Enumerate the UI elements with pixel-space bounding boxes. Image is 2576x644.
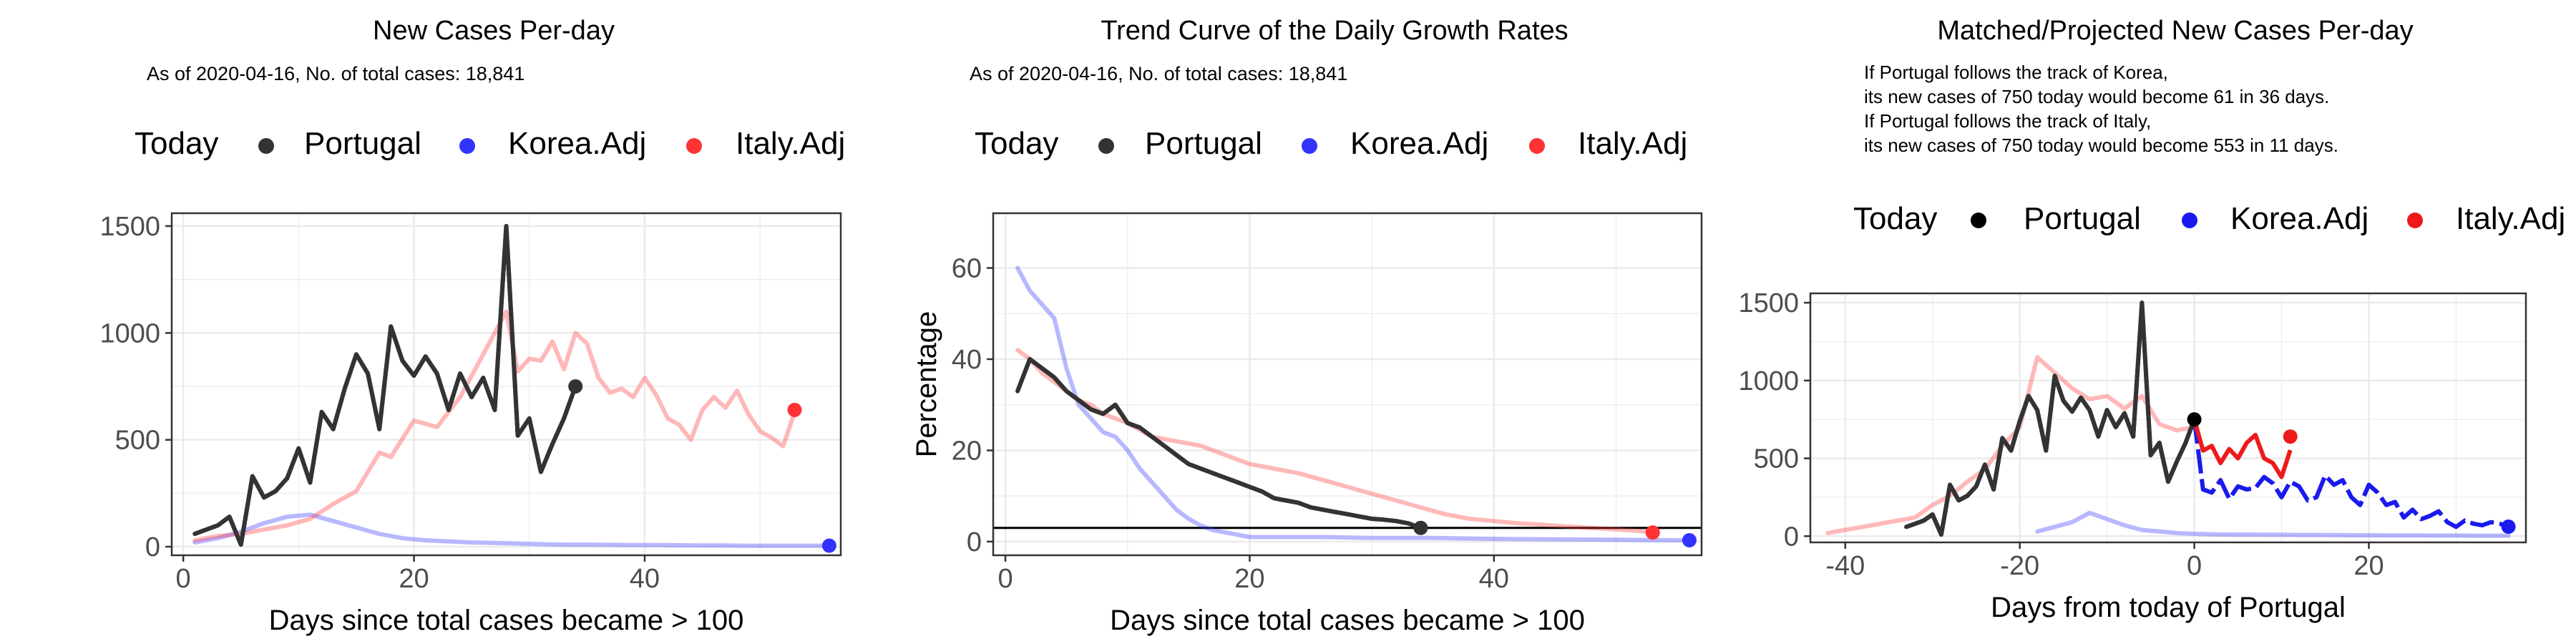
series-line-italy-adj (192, 309, 797, 543)
series-line-italy-adj (1825, 355, 2197, 535)
grid (1810, 293, 2526, 542)
y-tick-label: 500 (1754, 444, 1799, 474)
today-point-korea-adj (821, 538, 836, 553)
y-tick-label: 0 (1784, 522, 1799, 552)
y-tick-label: 60 (952, 253, 982, 283)
panel-title: Matched/Projected New Cases Per-day (1937, 16, 2413, 46)
legend-label-portugal: Portugal (1145, 126, 1262, 161)
plot-area (993, 213, 1702, 555)
x-tick-label: 40 (1479, 564, 1509, 594)
projection-line-korea-adj (2192, 419, 2509, 530)
panel-title: Trend Curve of the Daily Growth Rates (1101, 16, 1568, 46)
panel-subtitle: As of 2020-04-16, No. of total cases: 18… (147, 63, 525, 84)
legend-key-korea (2182, 213, 2197, 228)
plot-border (992, 212, 1703, 557)
panel-subtitle-line: its new cases of 750 today would become … (1864, 135, 2338, 156)
legend-key-korea (1302, 138, 1317, 154)
y-tick-label: 20 (952, 436, 982, 466)
legend: Today Portugal Korea.Adj Italy.Adj (1853, 201, 2565, 236)
panel-subtitle-line: If Portugal follows the track of Korea, (1864, 62, 2168, 83)
series-line-portugal-top (194, 223, 578, 547)
legend-key-portugal (258, 138, 274, 154)
plot-area (172, 213, 841, 555)
legend-key-italy (1529, 138, 1545, 154)
y-tick-label: 0 (967, 527, 982, 557)
x-tick-label: 20 (1234, 564, 1264, 594)
legend-key-korea (459, 138, 475, 154)
legend-title: Today (1853, 201, 1937, 236)
legend-key-portugal (1971, 213, 1986, 228)
legend-label-korea: Korea.Adj (508, 126, 646, 161)
today-point-korea-adj (2501, 519, 2516, 535)
grid (172, 213, 841, 555)
plot-area (1810, 293, 2526, 542)
today-point-korea-adj (1682, 532, 1697, 547)
y-tick-label: 1500 (99, 212, 160, 242)
panel-projected-cases: Matched/Projected New Cases Per-day If P… (1738, 16, 2565, 623)
legend: Today Portugal Korea.Adj Italy.Adj (975, 126, 1687, 161)
grid (993, 213, 1702, 555)
x-tick-label: 20 (399, 564, 429, 594)
series-line-korea-adj (2035, 510, 2511, 538)
legend-title: Today (135, 126, 218, 161)
projection-line-italy-adj (2192, 419, 2293, 479)
series-line-korea-adj (192, 512, 831, 548)
legend-key-italy (686, 138, 702, 154)
data-series (1015, 265, 1697, 547)
panel-subtitle-line: its new cases of 750 today would become … (1864, 86, 2329, 107)
data-series (192, 223, 836, 553)
x-tick-label: 20 (2353, 551, 2384, 581)
axis-ticks: -40 -20 0 20 0 500 1000 1500 (1738, 288, 2384, 581)
panel-growth-rates: Trend Curve of the Daily Growth Rates As… (911, 16, 1703, 636)
y-tick-label: 0 (145, 532, 160, 562)
legend: Today Portugal Korea.Adj Italy.Adj (135, 126, 845, 161)
panel-title: New Cases Per-day (373, 16, 615, 46)
legend-key-italy (2407, 213, 2423, 228)
series-line-portugal-top (1906, 301, 2197, 537)
legend-label-korea: Korea.Adj (2230, 201, 2368, 236)
legend-label-italy: Italy.Adj (2456, 201, 2565, 236)
axis-ticks: 0 20 40 0 20 40 60 (952, 253, 1509, 594)
today-point-portugal (1413, 520, 1428, 535)
y-tick-label: 1500 (1738, 288, 1799, 318)
today-point-italy-adj (2283, 429, 2298, 444)
today-point-portugal (568, 379, 583, 394)
today-point-italy-adj (1645, 525, 1660, 540)
x-axis-label: Days since total cases became > 100 (269, 605, 744, 636)
x-tick-label: 0 (176, 564, 191, 594)
x-axis-label: Days since total cases became > 100 (1110, 605, 1585, 636)
plot-border (1809, 292, 2527, 544)
series-line-portugal-top (1015, 356, 1422, 530)
legend-label-portugal: Portugal (304, 126, 421, 161)
legend-label-italy: Italy.Adj (1578, 126, 1687, 161)
x-tick-label: -20 (2000, 551, 2039, 581)
panel-subtitle-line: If Portugal follows the track of Italy, (1864, 110, 2151, 132)
legend-label-portugal: Portugal (2024, 201, 2141, 236)
y-tick-label: 500 (115, 426, 160, 456)
axis-ticks: 0 20 40 0 500 1000 1500 (99, 212, 660, 594)
x-tick-label: 0 (2187, 551, 2202, 581)
y-axis-label: Percentage (911, 311, 942, 458)
x-tick-label: -40 (1825, 551, 1865, 581)
x-tick-label: 0 (997, 564, 1013, 594)
legend-label-korea: Korea.Adj (1350, 126, 1488, 161)
today-point-italy-adj (787, 402, 802, 417)
legend-title: Today (975, 126, 1058, 161)
y-tick-label: 40 (952, 345, 982, 375)
data-series (1825, 301, 2516, 538)
x-axis-label: Days from today of Portugal (1991, 592, 2346, 623)
y-tick-label: 1000 (99, 318, 160, 348)
legend-key-portugal (1098, 138, 1114, 154)
x-tick-label: 40 (630, 564, 660, 594)
panel-new-cases: New Cases Per-day As of 2020-04-16, No. … (99, 16, 845, 636)
plot-border (170, 212, 842, 557)
today-point-portugal (2187, 412, 2202, 427)
legend-label-italy: Italy.Adj (736, 126, 845, 161)
panel-subtitle: As of 2020-04-16, No. of total cases: 18… (970, 63, 1347, 84)
y-tick-label: 1000 (1738, 366, 1799, 396)
